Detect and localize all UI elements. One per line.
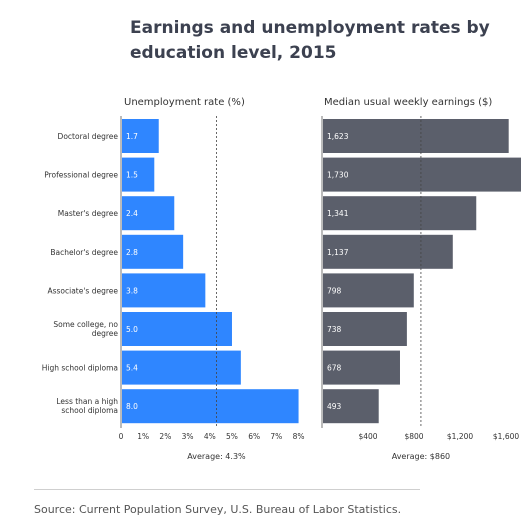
unemployment-bar bbox=[122, 350, 241, 385]
earnings-bar bbox=[323, 312, 407, 346]
unemployment-bar-value: 5.0 bbox=[126, 325, 138, 334]
earnings-bar bbox=[323, 196, 477, 231]
unemployment-bar bbox=[122, 389, 299, 424]
earnings-bar-value: 1,623 bbox=[327, 132, 349, 141]
earnings-bar-value: 1,137 bbox=[327, 248, 349, 257]
unemployment-tick-label: 1% bbox=[137, 432, 149, 441]
earnings-bar bbox=[323, 389, 379, 424]
unemployment-tick-label: 4% bbox=[204, 432, 216, 441]
earnings-bar-value: 738 bbox=[327, 325, 342, 334]
unemployment-tick-label: 7% bbox=[270, 432, 282, 441]
earnings-tick-label: $1,200 bbox=[447, 432, 473, 441]
earnings-bar bbox=[323, 234, 453, 269]
earnings-bar bbox=[323, 157, 521, 192]
unemployment-bar bbox=[122, 312, 232, 346]
earnings-bar-value: 493 bbox=[327, 402, 342, 411]
earnings-bar-value: 1,730 bbox=[327, 171, 349, 180]
unemployment-bar-value: 1.5 bbox=[126, 171, 138, 180]
earnings-bar-value: 1,341 bbox=[327, 209, 349, 218]
unemployment-tick-label: 8% bbox=[293, 432, 305, 441]
unemployment-tick-label: 3% bbox=[182, 432, 194, 441]
chart-title: Earnings and unemployment rates by educa… bbox=[130, 18, 490, 63]
unemployment-panel-title: Unemployment rate (%) bbox=[124, 97, 245, 108]
earnings-bar bbox=[323, 273, 414, 308]
unemployment-bar bbox=[122, 196, 175, 231]
unemployment-bar bbox=[122, 157, 155, 192]
source-divider bbox=[34, 489, 420, 490]
unemployment-bar bbox=[122, 273, 206, 308]
category-label: Less than a high school diploma bbox=[56, 397, 118, 415]
category-label: High school diploma bbox=[42, 364, 118, 373]
unemployment-tick-label: 5% bbox=[226, 432, 238, 441]
earnings-panel-title: Median usual weekly earnings ($) bbox=[324, 97, 492, 108]
earnings-bar-value: 678 bbox=[327, 364, 342, 373]
category-label: Bachelor's degree bbox=[50, 248, 118, 257]
unemployment-tick-label: 6% bbox=[248, 432, 260, 441]
unemployment-bar bbox=[122, 234, 184, 269]
unemployment-bar bbox=[122, 119, 159, 153]
unemployment-bar-value: 8.0 bbox=[126, 402, 138, 411]
unemployment-bar-value: 2.4 bbox=[126, 209, 138, 218]
unemployment-tick-label: 0 bbox=[119, 432, 124, 441]
category-label: Master's degree bbox=[58, 209, 119, 218]
unemployment-bar-value: 2.8 bbox=[126, 248, 138, 257]
earnings-bar bbox=[323, 119, 509, 153]
category-label: Some college, no degree bbox=[53, 320, 118, 338]
earnings-tick-label: $400 bbox=[358, 432, 377, 441]
unemployment-bar-value: 3.8 bbox=[126, 286, 138, 295]
earnings-bar bbox=[323, 350, 400, 385]
earnings-tick-label: $1,600 bbox=[493, 432, 519, 441]
category-label: Doctoral degree bbox=[58, 132, 119, 141]
earnings-tick-label: $800 bbox=[404, 432, 423, 441]
unemployment-tick-label: 2% bbox=[159, 432, 171, 441]
earnings-average-label: Average: $860 bbox=[392, 452, 450, 461]
unemployment-bar-value: 1.7 bbox=[126, 132, 138, 141]
unemployment-bar-value: 5.4 bbox=[126, 364, 138, 373]
category-label: Professional degree bbox=[44, 171, 118, 180]
category-label: Associate's degree bbox=[47, 286, 118, 295]
earnings-bar-value: 798 bbox=[327, 286, 342, 295]
source-note: Source: Current Population Survey, U.S. … bbox=[34, 503, 402, 516]
unemployment-average-label: Average: 4.3% bbox=[187, 452, 246, 461]
